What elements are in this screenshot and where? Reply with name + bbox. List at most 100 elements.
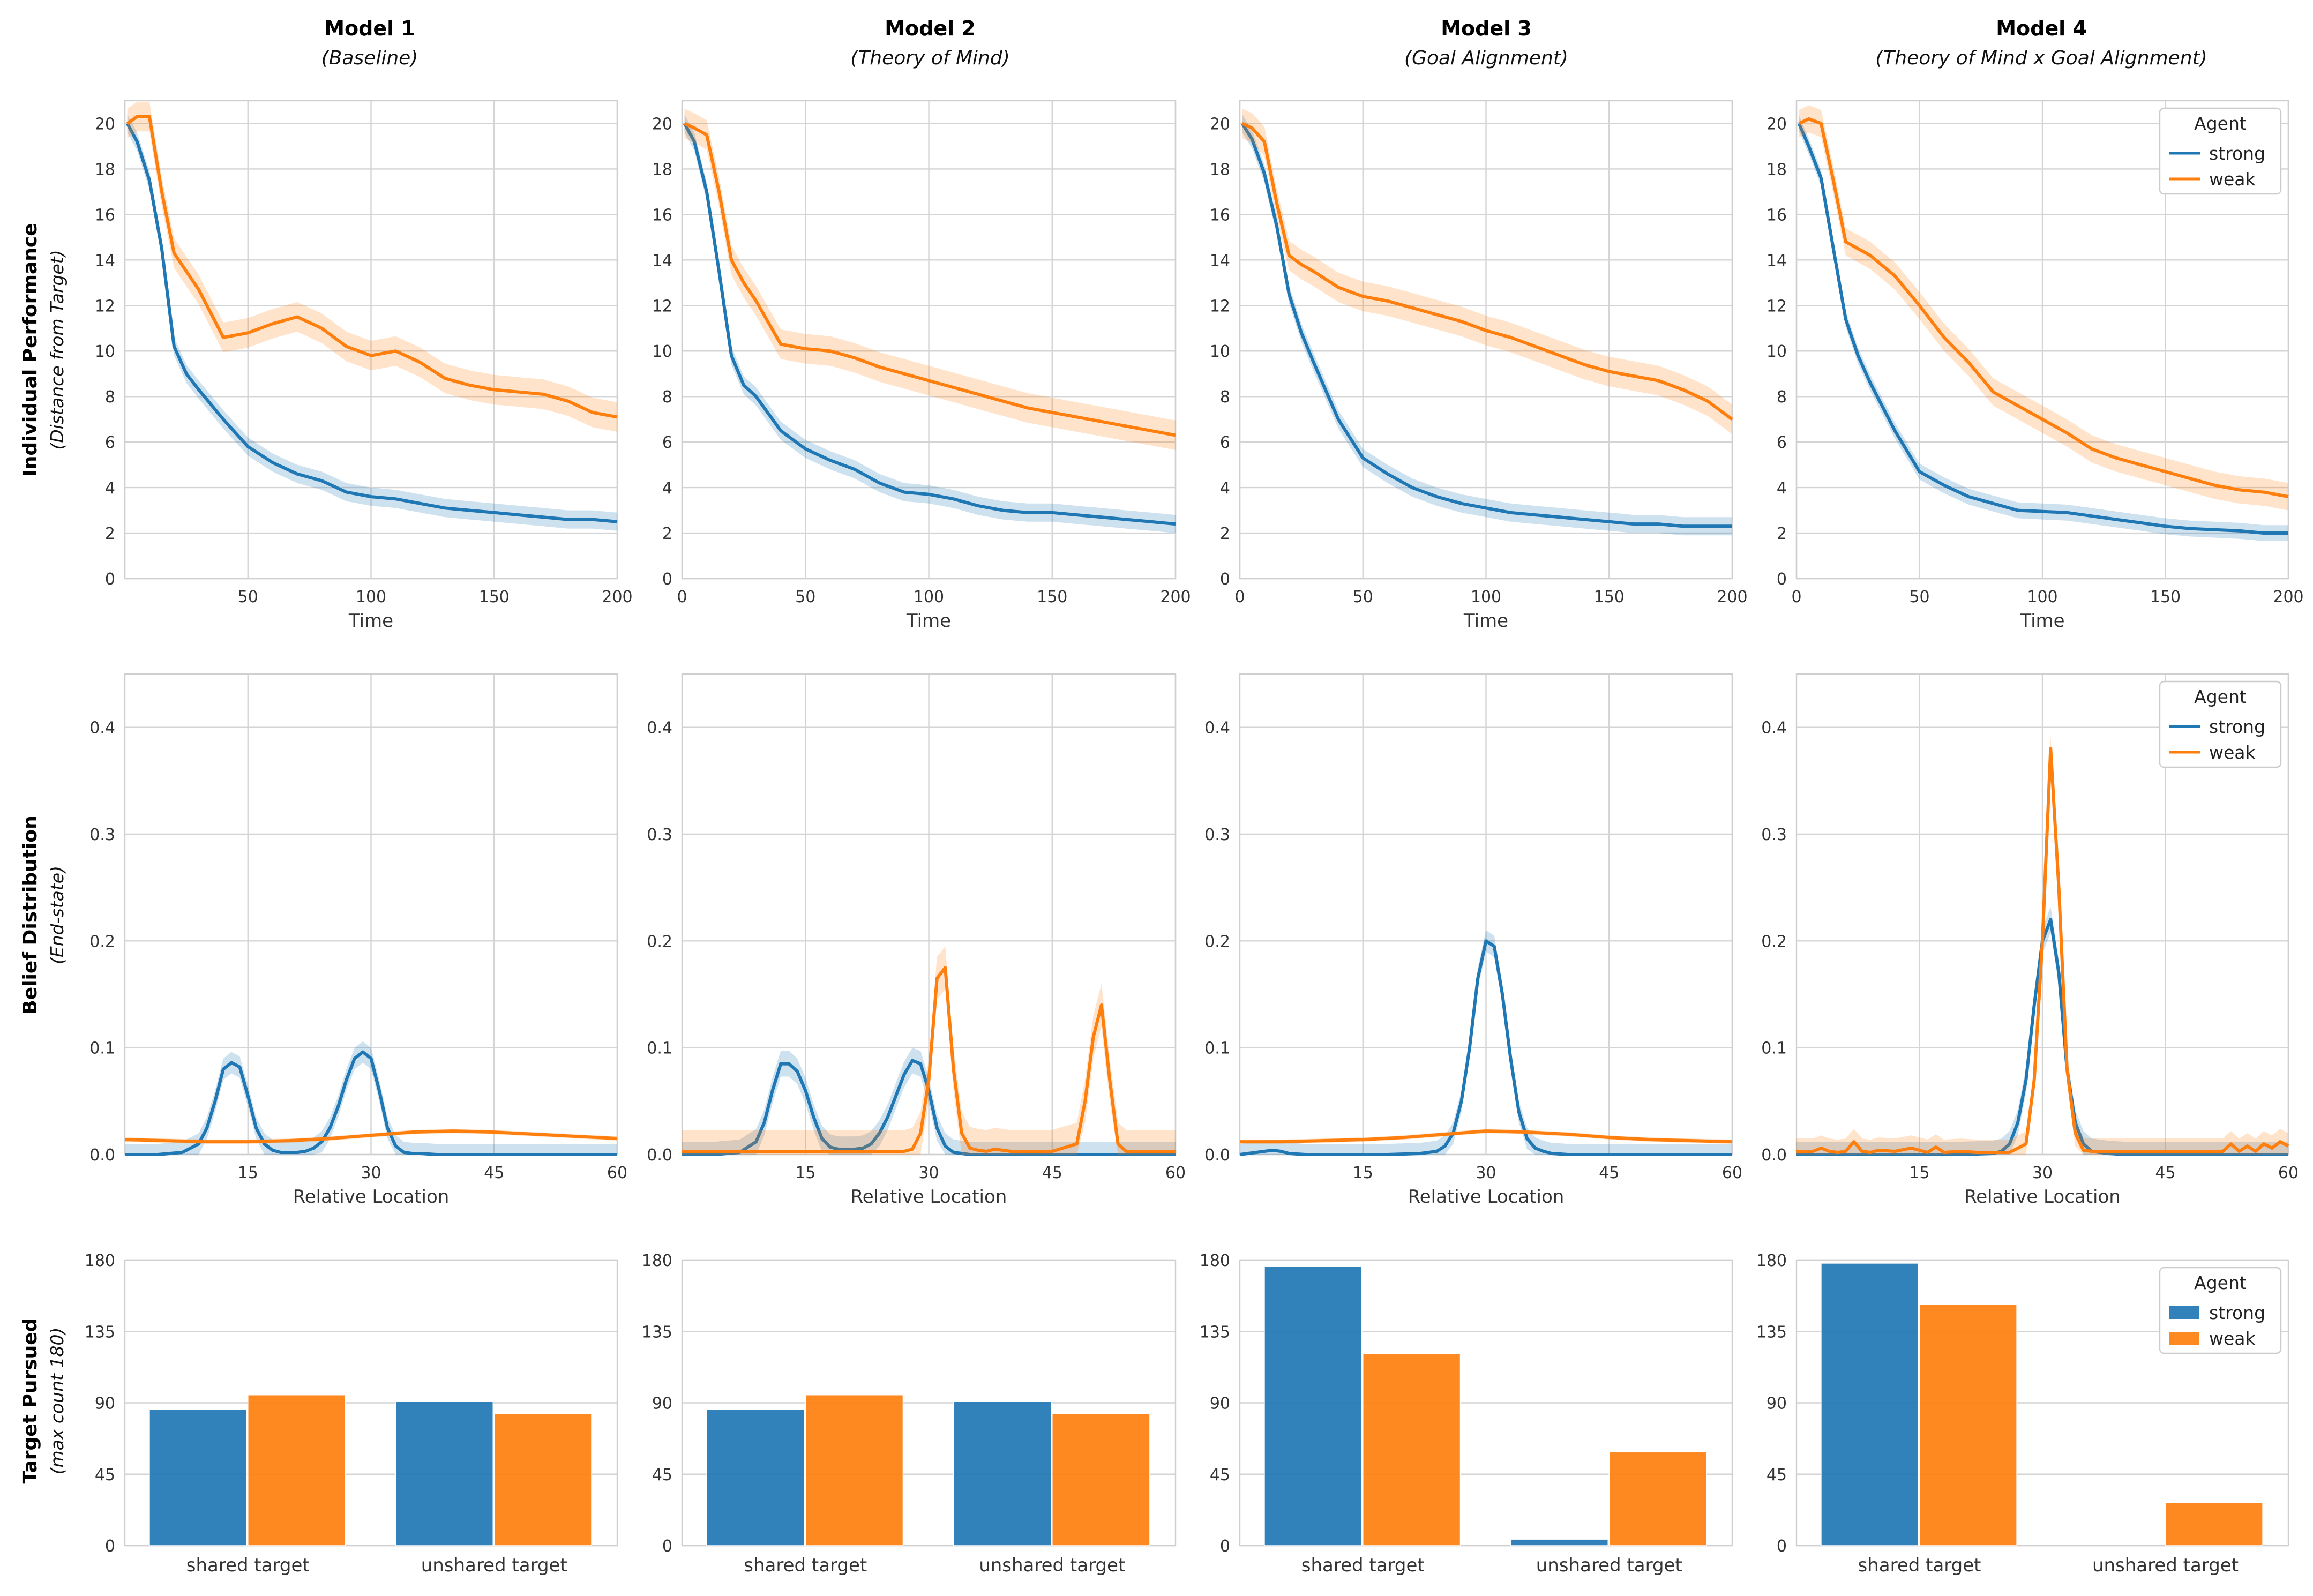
y-tick-label: 2	[105, 524, 115, 543]
x-axis-label: Relative Location	[293, 1186, 450, 1208]
y-tick-label: 10	[652, 342, 672, 361]
y-tick-label: 20	[1766, 115, 1787, 133]
plot-frame	[681, 1259, 1177, 1547]
y-tick-label: 180	[642, 1252, 672, 1270]
y-tick-label: 0.2	[89, 932, 115, 951]
y-tick-label: 0.3	[1204, 826, 1230, 844]
plot-frame	[124, 1259, 618, 1547]
y-tick-label: 20	[1210, 115, 1230, 133]
col-subtitle-2: (Theory of Mind)	[850, 47, 1010, 69]
x-axis-label: Relative Location	[1408, 1186, 1565, 1208]
y-tick-label: 18	[95, 160, 115, 179]
col-title-2: Model 2	[885, 17, 976, 40]
legend: Agent strong weak	[2159, 1267, 2282, 1354]
y-tick-label: 4	[1220, 479, 1230, 498]
y-tick-label: 6	[1777, 433, 1787, 452]
line-strong	[125, 123, 618, 523]
bar-strong-unshared-target	[1510, 1539, 1608, 1546]
y-tick-label: 180	[1200, 1252, 1230, 1270]
x-tick-label: 15	[1353, 1164, 1373, 1182]
y-tick-label: 0.3	[1761, 826, 1787, 844]
y-tick-label: 8	[105, 388, 115, 407]
line-weak	[1241, 122, 1733, 421]
col-subtitle-3: (Goal Alignment)	[1404, 47, 1568, 69]
y-tick-label: 10	[1210, 342, 1230, 361]
plot-frame	[1239, 673, 1733, 1156]
y-tick-label: 16	[652, 206, 672, 224]
line-weak	[1240, 1129, 1733, 1144]
x-tick-label: 15	[238, 1164, 258, 1182]
y-tick-label: 4	[662, 479, 672, 498]
category-label: shared target	[1301, 1555, 1425, 1576]
y-tick-label: 12	[1210, 297, 1230, 316]
x-tick-label: 50	[1353, 588, 1373, 606]
col-title-4: Model 4	[1996, 17, 2087, 40]
gridlines	[1239, 101, 1733, 580]
x-axis-label: Relative Location	[1964, 1186, 2121, 1208]
y-tick-label: 0.2	[1761, 932, 1787, 951]
x-tick-label: 45	[484, 1164, 504, 1182]
line-strong	[1797, 123, 2288, 535]
x-axis-label: Time	[906, 610, 951, 632]
category-label: unshared target	[979, 1555, 1125, 1576]
x-tick-label: 50	[238, 588, 258, 606]
row-sublabel-target: (max count 180)	[47, 1328, 68, 1475]
band-strong	[127, 114, 618, 531]
col-title-3: Model 3	[1441, 17, 1532, 40]
y-tick-label: 4	[105, 479, 115, 498]
x-tick-label: 200	[2273, 588, 2303, 606]
y-tick-label: 45	[652, 1466, 672, 1485]
gridlines	[681, 101, 1177, 580]
legend-title: Agent	[2194, 113, 2247, 134]
gridlines	[125, 674, 618, 1156]
bar-weak-shared-target	[248, 1394, 346, 1546]
band-strong	[684, 114, 1176, 533]
y-tick-label: 0.0	[647, 1146, 672, 1165]
y-tick-label: 0.4	[647, 719, 672, 738]
x-tick-label: 60	[2278, 1164, 2299, 1182]
y-tick-label: 0.1	[1761, 1039, 1787, 1058]
bar-weak-unshared-target	[1608, 1451, 1707, 1546]
row-sublabel-performance: (Distance from Target)	[47, 250, 68, 449]
x-tick-label: 200	[1160, 588, 1191, 606]
y-tick-label: 8	[1777, 388, 1787, 407]
col-subtitle-4: (Theory of Mind x Goal Alignment)	[1875, 47, 2207, 69]
bar-strong-shared-target	[1264, 1266, 1363, 1546]
plot-frame	[124, 673, 618, 1156]
x-axis-label: Relative Location	[851, 1186, 1007, 1208]
line-weak	[124, 1129, 618, 1144]
y-tick-label: 8	[1220, 388, 1230, 407]
line-strong	[125, 1050, 617, 1156]
gridlines	[124, 101, 618, 580]
panel-target-1: 0 45 90 135 180 shared target unshared target	[85, 1252, 618, 1576]
y-tick-label: 0	[105, 570, 115, 589]
x-tick-label: 100	[2027, 588, 2057, 606]
y-tick-label: 0.4	[1204, 719, 1230, 738]
y-tick-label: 12	[95, 297, 115, 316]
y-tick-label: 18	[1766, 160, 1787, 179]
y-tick-label: 135	[1200, 1323, 1230, 1342]
band-weak	[127, 102, 618, 432]
x-tick-label: 100	[1471, 588, 1501, 606]
band-weak	[1799, 105, 2288, 511]
x-tick-label: 45	[1042, 1164, 1062, 1182]
x-tick-label: 30	[918, 1164, 939, 1182]
y-tick-label: 0	[1777, 570, 1787, 589]
y-tick-label: 90	[1210, 1395, 1230, 1413]
row-label-belief: Belief Distribution	[19, 815, 41, 1014]
x-tick-label: 100	[356, 588, 386, 606]
x-tick-label: 150	[1594, 588, 1625, 606]
y-tick-label: 16	[1766, 206, 1787, 224]
x-tick-label: 150	[2150, 588, 2181, 606]
y-tick-label: 0.0	[89, 1146, 115, 1165]
y-tick-label: 12	[1766, 297, 1787, 316]
bar-weak-unshared-target	[1052, 1413, 1150, 1546]
y-tick-label: 180	[85, 1252, 115, 1270]
y-tick-label: 16	[1210, 206, 1230, 224]
bar-strong-unshared-target	[395, 1400, 494, 1546]
x-tick-label: 0	[1234, 588, 1245, 606]
plot-frame	[124, 100, 618, 580]
row-sublabel-belief: (End-state)	[47, 866, 68, 964]
